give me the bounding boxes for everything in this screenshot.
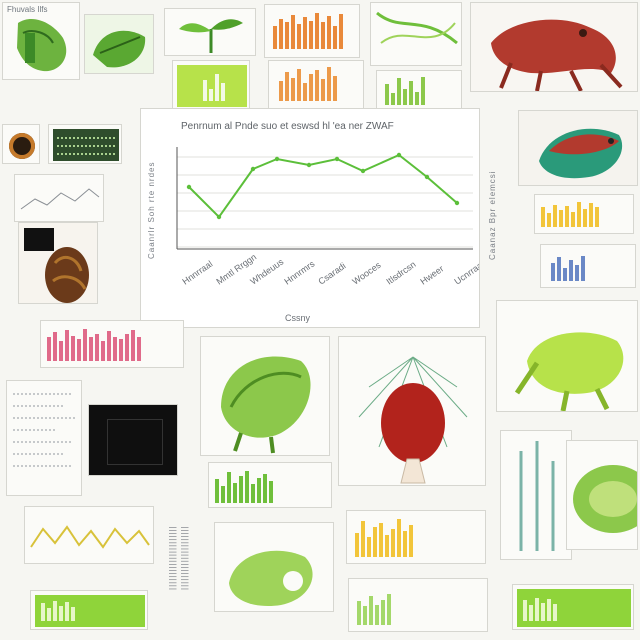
main-series-point — [186, 184, 192, 190]
tile-sprout — [164, 8, 256, 56]
lime-creature-illustration — [514, 332, 624, 411]
tile-pink-bars — [40, 320, 184, 368]
tile-green-bars — [376, 70, 462, 112]
green-bar-chart-bottom-mid — [357, 591, 391, 625]
green-bar-chart-mid — [215, 469, 273, 503]
orange-circle-icon — [9, 133, 35, 159]
blue-bar-chart — [551, 251, 585, 281]
main-series-point — [250, 166, 256, 172]
tile-lime-bars — [172, 60, 250, 110]
green-creature-illustration — [221, 356, 311, 454]
tile-green-table — [48, 124, 122, 164]
main-series-point — [396, 152, 402, 158]
main-chart-title: Penrnum al Pnde suo et eswsd hl 'ea ner … — [181, 121, 394, 132]
orange-bar-chart-2 — [279, 65, 337, 101]
sprout-illustration — [179, 19, 243, 53]
red-tree-illustration — [358, 356, 468, 484]
x-tick-label: Hnnrmrs — [282, 258, 316, 286]
green-plant-illustration — [17, 18, 67, 72]
x-tick-label: Hweer — [418, 264, 445, 287]
beetle-illustration — [24, 228, 89, 303]
x-tick-label: Itlsdrcsn — [384, 259, 417, 286]
tile-green-plant-lower — [214, 522, 334, 612]
orange-bar-chart — [273, 11, 343, 49]
tile-parrot — [518, 110, 638, 186]
lime-bar-chart — [203, 71, 225, 101]
main-series-point — [274, 156, 280, 162]
tile-small-line-chart — [14, 174, 104, 222]
tile-green-bars-bottom-mid — [348, 578, 488, 632]
tile-text-block-left — [6, 380, 82, 496]
dark-panel — [107, 419, 163, 465]
main-series-point — [360, 168, 366, 174]
tile-red-creature — [470, 2, 638, 92]
yellow-bar-chart-lower — [355, 517, 413, 557]
lime-bar-chart-bottom-right — [523, 595, 557, 621]
x-tick-label: Ucnrraal — [452, 259, 480, 287]
tile-black-image — [88, 404, 178, 476]
green-line-sketch — [376, 11, 458, 45]
tile-beetle — [18, 222, 98, 304]
x-tick-label: Hnnrraal — [180, 259, 214, 287]
main-series-point — [454, 200, 460, 206]
tile-green-plant-1: Fhuvals Ilfs — [2, 2, 80, 80]
tile-orange-bars — [264, 4, 360, 58]
green-leaf-right-illustration — [573, 465, 637, 533]
leaf-illustration — [85, 15, 153, 73]
tile-orange-bars-2 — [268, 60, 364, 110]
tile-green-lines-top — [370, 2, 462, 66]
x-tick-label: Wooces — [350, 260, 383, 287]
main-series-point — [216, 214, 222, 220]
tile-green-creature — [200, 336, 330, 456]
left-vertical-scribble-1: ||||||||||||||||||||| — [168, 525, 177, 590]
lime-bar-chart-bottom — [41, 599, 75, 621]
right-vertical-label: Caanaz Bpr elemcsi — [488, 170, 497, 260]
tile-lime-creature — [496, 300, 638, 412]
tile-yellow-line — [24, 506, 154, 564]
tile-green-leaf-right — [566, 440, 638, 550]
parrot-illustration — [539, 128, 623, 179]
green-plant-lower-illustration — [229, 550, 313, 607]
green-bar-chart — [385, 75, 425, 105]
tile-sketch-right — [500, 430, 572, 560]
tile-green-plant-2 — [84, 14, 154, 74]
tile-yellow-bars-lower — [346, 510, 486, 564]
yellow-bar-chart — [541, 199, 599, 227]
pink-bar-chart — [47, 327, 141, 361]
main-series-point — [334, 156, 340, 162]
main-series-point — [424, 174, 430, 180]
main-series-line — [188, 153, 458, 219]
small-line-chart — [20, 188, 100, 210]
top-left-label: Fhuvals Ilfs — [7, 5, 48, 14]
left-vertical-scribble-2: ||||||||||||||||||||| — [180, 525, 189, 590]
main-chart-xlabel: Cssny — [285, 313, 311, 323]
sketch-right-illustration — [519, 441, 555, 551]
tile-dark-widget — [2, 124, 40, 164]
red-creature-illustration — [491, 19, 623, 91]
main-series-point — [306, 162, 312, 168]
yellow-line-chart — [30, 525, 150, 549]
tile-lime-bars-bottom-left — [30, 590, 148, 630]
tile-yellow-bars — [534, 194, 634, 234]
tile-blue-bars — [540, 244, 636, 288]
tile-green-bars-mid — [208, 462, 332, 508]
tile-lime-bars-bottom-right — [512, 584, 634, 630]
main-chart-panel: Penrnum al Pnde suo et eswsd hl 'ea ner … — [140, 108, 480, 328]
x-tick-label: Csaradi — [316, 261, 347, 287]
tile-red-tree — [338, 336, 486, 486]
